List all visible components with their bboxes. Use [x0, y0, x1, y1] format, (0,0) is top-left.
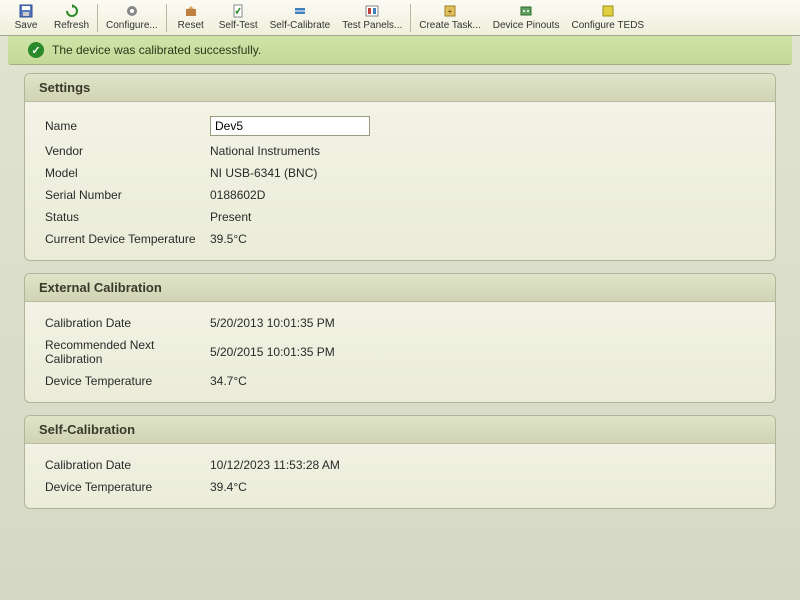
content-area: Settings Name Vendor National Instrument… — [0, 65, 800, 529]
toolbar: Save Refresh Configure... Reset Self-Tes… — [0, 0, 800, 36]
name-input[interactable] — [210, 116, 370, 136]
selfcalibrate-label: Self-Calibrate — [270, 20, 331, 31]
save-button[interactable]: Save — [4, 2, 48, 34]
self-cal-date-label: Calibration Date — [45, 458, 210, 472]
toolbar-separator — [166, 4, 167, 32]
save-label: Save — [15, 20, 38, 31]
teds-icon — [600, 3, 616, 19]
refresh-label: Refresh — [54, 20, 89, 31]
model-label: Model — [45, 166, 210, 180]
settings-header: Settings — [25, 74, 775, 102]
reset-icon — [183, 3, 199, 19]
name-row: Name — [45, 112, 755, 140]
ext-cal-temp-value: 34.7°C — [210, 374, 247, 388]
teds-label: Configure TEDS — [571, 20, 644, 31]
ext-cal-date-row: Calibration Date 5/20/2013 10:01:35 PM — [45, 312, 755, 334]
vendor-row: Vendor National Instruments — [45, 140, 755, 162]
reset-label: Reset — [178, 20, 204, 31]
ext-cal-next-value: 5/20/2015 10:01:35 PM — [210, 345, 335, 359]
configure-button[interactable]: Configure... — [100, 2, 164, 34]
refresh-button[interactable]: Refresh — [48, 2, 95, 34]
ext-cal-next-label: Recommended Next Calibration — [45, 338, 210, 366]
ext-cal-temp-row: Device Temperature 34.7°C — [45, 370, 755, 392]
self-cal-temp-label: Device Temperature — [45, 480, 210, 494]
vendor-value: National Instruments — [210, 144, 320, 158]
serial-value: 0188602D — [210, 188, 265, 202]
refresh-icon — [64, 3, 80, 19]
status-message: The device was calibrated successfully. — [52, 43, 261, 57]
ext-cal-date-value: 5/20/2013 10:01:35 PM — [210, 316, 335, 330]
reset-button[interactable]: Reset — [169, 2, 213, 34]
temp-row: Current Device Temperature 39.5°C — [45, 228, 755, 250]
createtask-icon: + — [442, 3, 458, 19]
configure-icon — [124, 3, 140, 19]
pinouts-label: Device Pinouts — [493, 20, 560, 31]
self-cal-body: Calibration Date 10/12/2023 11:53:28 AM … — [25, 444, 775, 508]
model-value: NI USB-6341 (BNC) — [210, 166, 317, 180]
createtask-label: Create Task... — [419, 20, 481, 31]
self-cal-date-row: Calibration Date 10/12/2023 11:53:28 AM — [45, 454, 755, 476]
testpanels-button[interactable]: Test Panels... — [336, 2, 408, 34]
svg-text:+: + — [448, 7, 453, 16]
self-cal-temp-row: Device Temperature 39.4°C — [45, 476, 755, 498]
settings-body: Name Vendor National Instruments Model N… — [25, 102, 775, 260]
external-cal-header: External Calibration — [25, 274, 775, 302]
self-cal-header: Self-Calibration — [25, 416, 775, 444]
settings-panel: Settings Name Vendor National Instrument… — [24, 73, 776, 261]
save-icon — [18, 3, 34, 19]
status-label: Status — [45, 210, 210, 224]
pinouts-button[interactable]: Device Pinouts — [487, 2, 566, 34]
serial-label: Serial Number — [45, 188, 210, 202]
self-cal-panel: Self-Calibration Calibration Date 10/12/… — [24, 415, 776, 509]
self-cal-date-value: 10/12/2023 11:53:28 AM — [210, 458, 340, 472]
selftest-button[interactable]: Self-Test — [213, 2, 264, 34]
model-row: Model NI USB-6341 (BNC) — [45, 162, 755, 184]
status-row: Status Present — [45, 206, 755, 228]
selftest-icon — [230, 3, 246, 19]
selfcalibrate-icon — [292, 3, 308, 19]
name-label: Name — [45, 119, 210, 133]
ext-cal-date-label: Calibration Date — [45, 316, 210, 330]
ext-cal-temp-label: Device Temperature — [45, 374, 210, 388]
ext-cal-next-row: Recommended Next Calibration 5/20/2015 1… — [45, 334, 755, 370]
status-bar: ✓ The device was calibrated successfully… — [8, 36, 792, 65]
temp-value: 39.5°C — [210, 232, 247, 246]
selftest-label: Self-Test — [219, 20, 258, 31]
configure-label: Configure... — [106, 20, 158, 31]
toolbar-separator — [97, 4, 98, 32]
serial-row: Serial Number 0188602D — [45, 184, 755, 206]
selfcalibrate-button[interactable]: Self-Calibrate — [264, 2, 337, 34]
createtask-button[interactable]: + Create Task... — [413, 2, 487, 34]
testpanels-icon — [364, 3, 380, 19]
teds-button[interactable]: Configure TEDS — [565, 2, 650, 34]
external-cal-body: Calibration Date 5/20/2013 10:01:35 PM R… — [25, 302, 775, 402]
temp-label: Current Device Temperature — [45, 232, 210, 246]
testpanels-label: Test Panels... — [342, 20, 402, 31]
success-icon: ✓ — [28, 42, 44, 58]
vendor-label: Vendor — [45, 144, 210, 158]
external-cal-panel: External Calibration Calibration Date 5/… — [24, 273, 776, 403]
pinouts-icon — [518, 3, 534, 19]
toolbar-separator — [410, 4, 411, 32]
self-cal-temp-value: 39.4°C — [210, 480, 247, 494]
status-value: Present — [210, 210, 251, 224]
